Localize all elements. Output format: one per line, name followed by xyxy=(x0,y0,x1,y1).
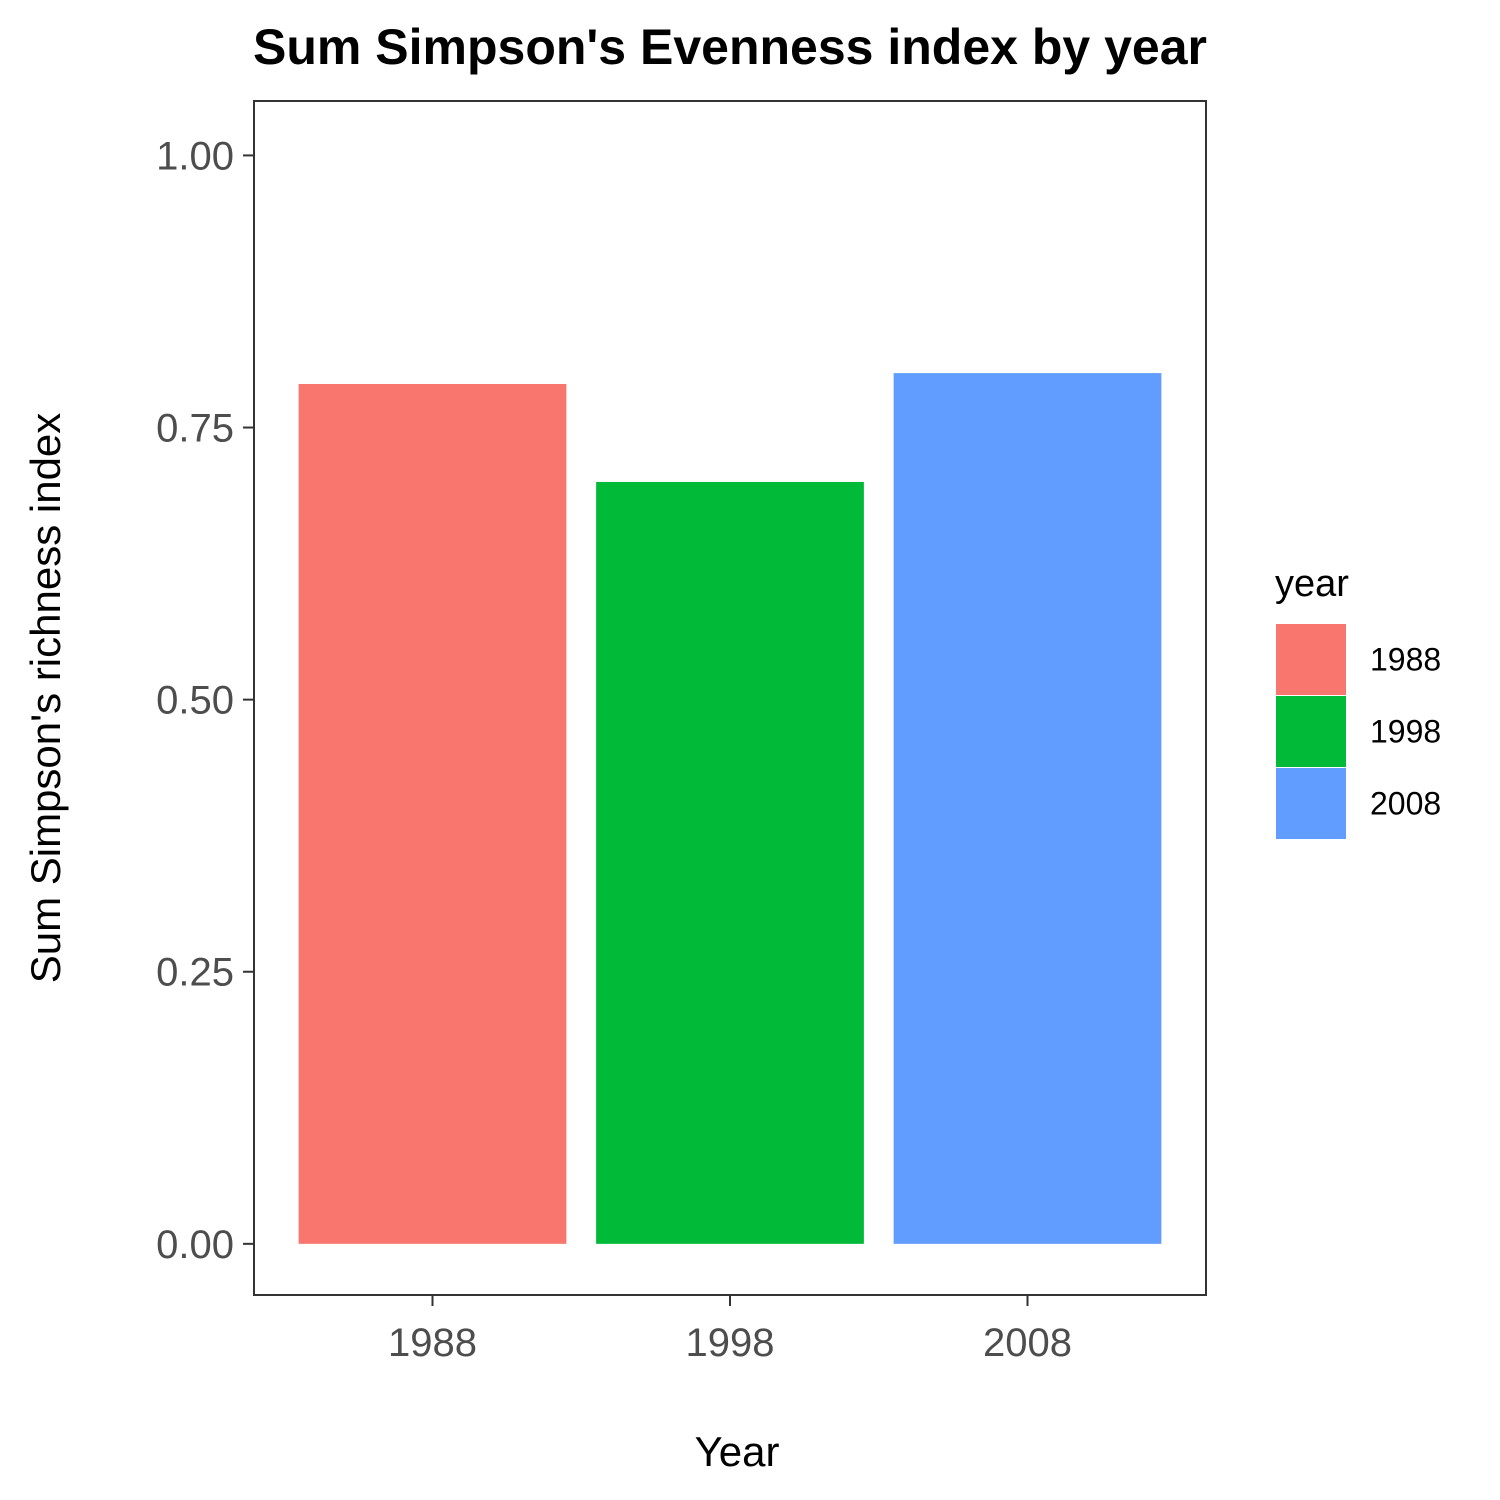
y-tick-label: 0.75 xyxy=(156,407,234,451)
legend-key-2008 xyxy=(1276,768,1346,839)
y-axis-title: Sum Simpson's richness index xyxy=(22,413,69,984)
legend-label-1998: 1998 xyxy=(1370,714,1441,750)
legend: year 1988 1998 2008 xyxy=(1275,563,1441,839)
bar-2008 xyxy=(893,373,1162,1244)
legend-title: year xyxy=(1275,563,1349,605)
y-axis: 0.00 0.25 0.50 0.75 1.00 xyxy=(156,134,254,1267)
bar-1988 xyxy=(298,383,567,1244)
y-tick-label: 0.25 xyxy=(156,951,234,995)
x-axis-title: Year xyxy=(695,1428,780,1475)
legend-label-2008: 2008 xyxy=(1370,786,1441,822)
legend-label-1988: 1988 xyxy=(1370,642,1441,678)
y-tick-label: 1.00 xyxy=(156,134,234,178)
y-tick-label: 0.00 xyxy=(156,1223,234,1267)
bars-group xyxy=(298,373,1162,1244)
x-axis: 1988 1998 2008 xyxy=(388,1295,1072,1365)
x-tick-label: 1988 xyxy=(388,1321,477,1365)
x-tick-label: 1998 xyxy=(686,1321,775,1365)
x-tick-label: 2008 xyxy=(983,1321,1072,1365)
chart-title: Sum Simpson's Evenness index by year xyxy=(253,19,1207,75)
y-tick-label: 0.50 xyxy=(156,679,234,723)
legend-key-1988 xyxy=(1276,624,1346,695)
bar-1998 xyxy=(596,481,864,1244)
legend-key-1998 xyxy=(1276,696,1346,767)
